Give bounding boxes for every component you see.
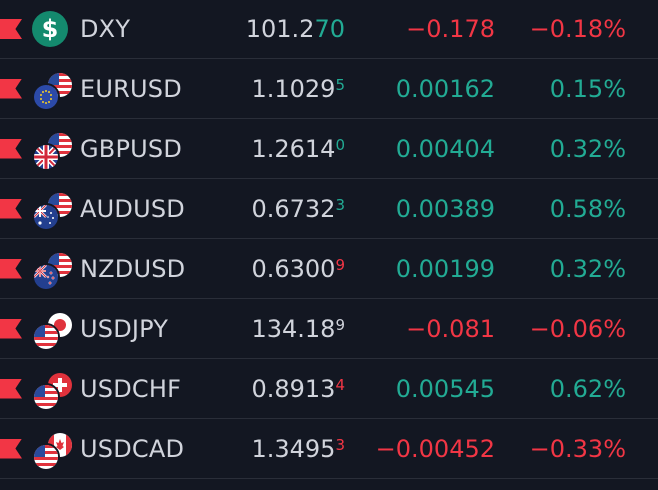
last-price: 0.63009 <box>251 255 345 283</box>
last-price: 101.270 <box>246 15 345 43</box>
flag-marker-icon[interactable] <box>0 378 22 399</box>
last-price-tick: 4 <box>335 375 345 394</box>
change-percent: −0.06% <box>529 314 626 343</box>
watchlist-row-eurusd[interactable]: EURUSD 1.10295 0.00162 0.15% <box>0 59 658 119</box>
symbol-logo <box>30 69 74 111</box>
flag-marker-icon[interactable] <box>0 19 22 39</box>
change-percent: 0.32% <box>549 254 626 283</box>
symbol-name[interactable]: DXY <box>80 15 131 43</box>
last-price-tick: 3 <box>335 435 345 454</box>
symbol-name[interactable]: USDCHF <box>80 374 182 403</box>
watchlist-row-usdjpy[interactable]: USDJPY 134.189 −0.081 −0.06% <box>0 299 658 359</box>
change-value: 0.00404 <box>395 134 495 163</box>
symbol-name[interactable]: EURUSD <box>80 74 182 103</box>
uk-flag-icon <box>32 142 60 171</box>
symbol-logo <box>30 369 74 411</box>
last-price-tick: 9 <box>335 255 345 274</box>
change-percent: 0.62% <box>549 374 626 403</box>
last-price: 1.10295 <box>251 75 345 103</box>
last-price-tick: 5 <box>335 75 345 94</box>
watchlist-row-nzdusd[interactable]: NZDUSD 0.63009 0.00199 0.32% <box>0 239 658 299</box>
symbol-name[interactable]: USDJPY <box>80 314 169 343</box>
last-price-main: 1.1029 <box>251 74 336 103</box>
symbol-logo <box>30 429 74 471</box>
symbol-logo <box>30 249 74 291</box>
change-percent: 0.58% <box>549 194 626 223</box>
flag-marker-icon[interactable] <box>0 198 22 219</box>
last-price-main: 1.3495 <box>251 434 336 463</box>
eu-flag-icon <box>32 82 60 111</box>
symbol-name[interactable]: AUDUSD <box>80 194 185 223</box>
symbol-name[interactable]: USDCAD <box>80 434 185 463</box>
flag-marker-icon[interactable] <box>0 318 22 339</box>
symbol-logo <box>30 309 74 351</box>
last-price-main: 0.6732 <box>251 194 336 223</box>
watchlist-row-usdchf[interactable]: USDCHF 0.89134 0.00545 0.62% <box>0 359 658 419</box>
last-price-tick: 0 <box>335 135 345 154</box>
watchlist-row-gbpusd[interactable]: GBPUSD 1.26140 0.00404 0.32% <box>0 119 658 179</box>
last-price: 0.89134 <box>251 375 345 403</box>
symbol-logo: $ <box>30 9 70 49</box>
au-flag-icon <box>32 202 60 231</box>
symbol-name[interactable]: GBPUSD <box>80 134 183 163</box>
last-price-main: 0.8913 <box>251 374 336 403</box>
us-flag-icon <box>32 322 60 351</box>
flag-marker-icon[interactable] <box>0 438 22 459</box>
last-price-tick: 9 <box>335 315 345 334</box>
last-price-tick: 70 <box>314 15 345 43</box>
symbol-logo <box>30 129 74 171</box>
symbol-name[interactable]: NZDUSD <box>80 254 186 283</box>
nz-flag-icon <box>32 262 60 291</box>
change-value: 0.00199 <box>395 254 495 283</box>
watchlist-row-dxy[interactable]: $ DXY 101.270 −0.178 −0.18% <box>0 0 658 59</box>
us-flag-icon <box>32 442 60 471</box>
flag-marker-icon[interactable] <box>0 138 22 159</box>
dollar-icon: $ <box>32 11 68 47</box>
last-price: 134.189 <box>251 315 345 343</box>
last-price: 1.26140 <box>251 135 345 163</box>
last-price-tick: 3 <box>335 195 345 214</box>
change-percent: −0.18% <box>529 15 626 43</box>
change-value: −0.00452 <box>375 434 495 463</box>
last-price: 0.67323 <box>251 195 345 223</box>
last-price-main: 1.2614 <box>251 134 336 163</box>
watchlist-row-audusd[interactable]: AUDUSD 0.67323 0.00389 0.58% <box>0 179 658 239</box>
change-value: −0.081 <box>406 314 495 343</box>
watchlist-row-usdcad[interactable]: USDCAD 1.34953 −0.00452 −0.33% <box>0 419 658 479</box>
flag-marker-icon[interactable] <box>0 78 22 99</box>
change-percent: 0.15% <box>549 74 626 103</box>
change-value: −0.178 <box>406 15 495 43</box>
change-percent: −0.33% <box>529 434 626 463</box>
us-flag-icon <box>46 130 74 159</box>
us-flag-icon <box>32 382 60 411</box>
last-price-main: 0.6300 <box>251 254 336 283</box>
change-value: 0.00545 <box>395 374 495 403</box>
change-value: 0.00162 <box>395 74 495 103</box>
change-value: 0.00389 <box>395 194 495 223</box>
last-price: 1.34953 <box>251 435 345 463</box>
change-percent: 0.32% <box>549 134 626 163</box>
last-price-main: 101.2 <box>245 15 315 43</box>
flag-marker-icon[interactable] <box>0 258 22 279</box>
last-price-main: 134.18 <box>251 314 336 343</box>
symbol-logo <box>30 189 74 231</box>
